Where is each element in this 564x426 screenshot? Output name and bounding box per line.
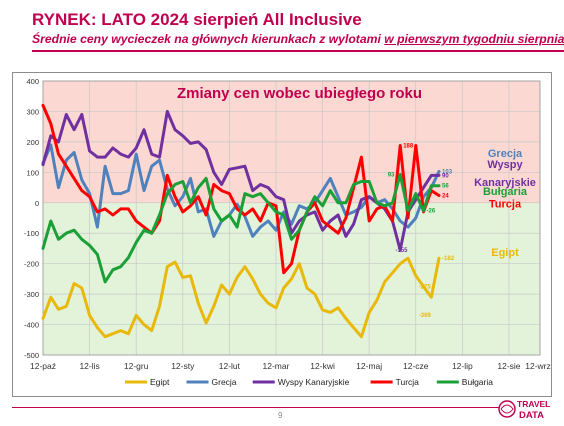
plot-area-border [42,80,541,356]
x-tick-label: 12-paź [30,361,56,371]
x-tick-label: 12-lis [79,361,99,371]
page-title: RYNEK: LATO 2024 sierpień All Inclusive [32,10,362,29]
title-rule [32,50,564,52]
subtitle-text: Średnie ceny wycieczek na głównych kieru… [32,32,385,46]
x-tick-label: 12-wrz [525,361,551,371]
x-tick-label: 12-sty [171,361,195,371]
series-label: Grecja [488,148,523,160]
travel-data-logo: TRAVEL DATA [498,397,558,421]
series-line-bulgaria [41,173,441,284]
y-tick-label: -500 [24,351,39,360]
y-tick-label: 200 [26,138,39,147]
series-line-wyspy-kanaryjskie [41,109,441,252]
data-label: 90 [442,173,449,179]
logo-text-top: TRAVEL [517,399,550,409]
y-tick-label: -200 [24,260,39,269]
y-tick-label: -300 [24,290,39,299]
x-tick-label: 12-maj [356,361,382,371]
series-line-egipt [41,256,441,339]
page-number: 9 [278,411,283,420]
chart-title: Zmiany cen wobec ubiegłego roku [177,85,422,102]
data-label: -155 [395,248,408,254]
legend-label: Bułgaria [462,377,493,387]
data-label: -182 [442,256,455,262]
x-tick-label: 12-mar [263,361,290,371]
x-tick-label: 12-sie [497,361,520,371]
y-tick-label: 0 [35,199,39,208]
legend-label: Grecja [212,377,237,387]
data-label: 24 [442,193,449,199]
price-change-chart: -500 -400 -300 -200 -100 0 100 200 300 400 12-paź 1… [24,77,551,387]
data-label: -275 [419,285,432,291]
y-tick-label: -400 [24,321,39,330]
x-tick-label: 12-gru [124,361,149,371]
subtitle-underlined: w pierwszym tygodniu sierpnia [384,32,564,46]
y-tick-label: 100 [26,168,39,177]
data-label: -369 [419,313,432,319]
legend-label: Turcja [396,377,420,387]
data-label: 188 [403,144,414,150]
series-label: Egipt [491,247,519,259]
logo-icon: TRAVEL DATA [498,399,550,421]
y-tick-label: 300 [26,107,39,116]
data-label: 93 [388,172,395,178]
x-tick-label: 12-kwi [310,361,335,371]
x-tick-label: 12-lut [219,361,241,371]
y-tick-label: -100 [24,229,39,238]
series-label: Kanaryjskie [474,177,536,189]
data-label: 56 [442,184,449,190]
series-label: Wyspy [487,159,523,171]
x-tick-label: 12-cze [403,361,429,371]
data-label: -26 [427,209,436,215]
legend-label: Egipt [150,377,170,387]
legend-label: Wyspy Kanaryjskie [278,377,350,387]
series-label: Turcja [489,198,522,210]
logo-text-bottom: DATA [519,410,544,421]
footer-rule [12,407,500,408]
y-tick-label: 400 [26,77,39,86]
chart-container: -500 -400 -300 -200 -100 0 100 200 300 400 12-paź 1… [12,72,552,397]
x-tick-label: 12-lip [452,361,473,371]
page-subtitle: Średnie ceny wycieczek na głównych kieru… [32,32,564,46]
data-label: 103 [442,169,453,175]
series-label: Bułgaria [483,186,528,198]
